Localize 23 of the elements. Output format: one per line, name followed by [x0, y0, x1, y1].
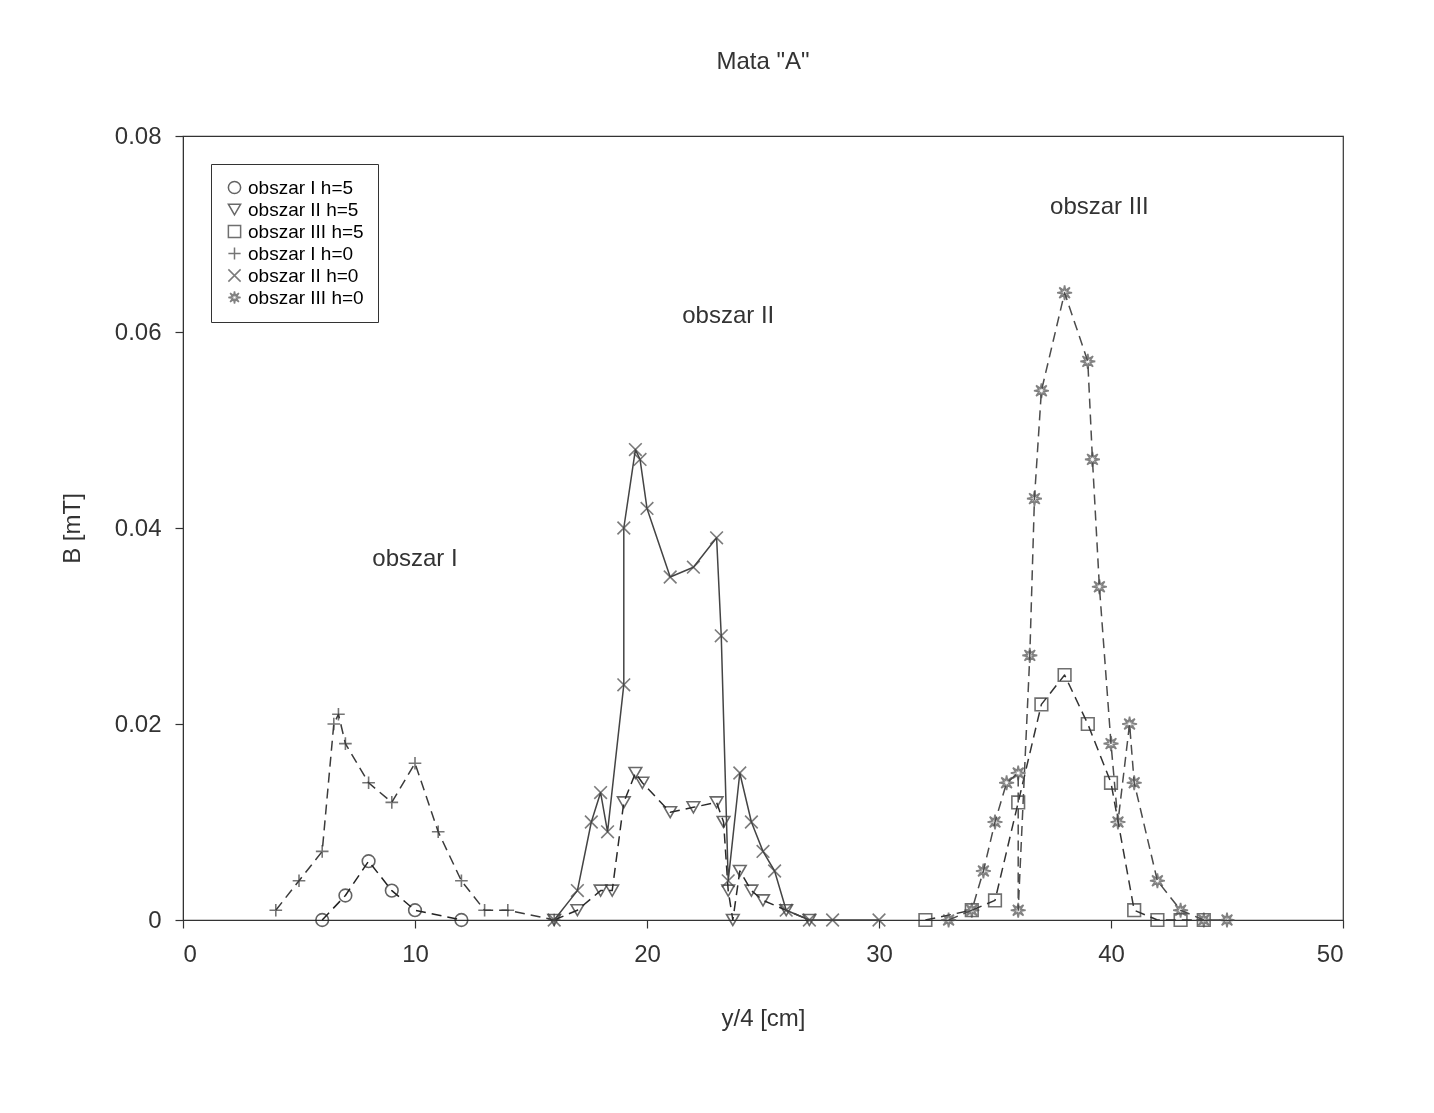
annotation: obszar I — [372, 544, 458, 572]
x-axis-title: y/4 [cm] — [721, 1003, 806, 1031]
y-tick-label: 0.02 — [114, 709, 162, 737]
chart-title: Mata "A" — [716, 47, 810, 74]
legend-label: obszar II h=5 — [248, 198, 359, 220]
legend-label: obszar I h=5 — [248, 176, 354, 198]
y-tick-label: 0.06 — [114, 317, 162, 345]
x-tick-label: 0 — [183, 939, 197, 967]
x-tick-label: 40 — [1098, 939, 1125, 967]
y-tick-label: 0.08 — [114, 121, 162, 149]
x-tick-label: 50 — [1316, 939, 1344, 967]
y-axis-title: B [mT] — [57, 493, 85, 564]
y-tick-label: 0.04 — [114, 513, 162, 541]
x-tick-label: 30 — [866, 939, 893, 967]
x-tick-label: 20 — [634, 939, 661, 967]
x-tick-label: 10 — [402, 939, 429, 967]
y-tick-label: 0 — [148, 905, 162, 933]
legend-label: obszar II h=0 — [248, 264, 359, 286]
legend-label: obszar I h=0 — [248, 242, 354, 264]
legend-label: obszar III h=0 — [248, 286, 364, 308]
annotation: obszar III — [1050, 191, 1149, 219]
legend-label: obszar III h=5 — [248, 220, 364, 242]
annotation: obszar II — [682, 301, 775, 329]
